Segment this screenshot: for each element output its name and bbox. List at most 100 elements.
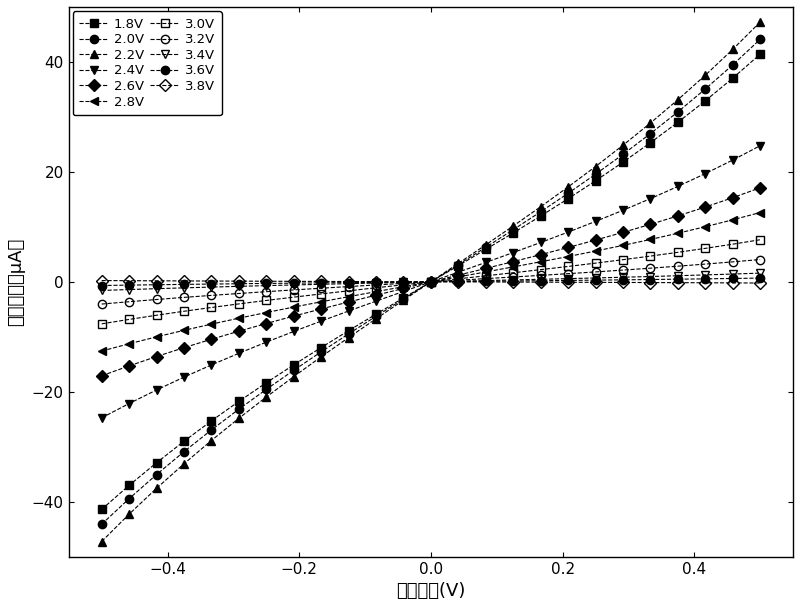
3.6V <box>206 280 216 288</box>
2.0V <box>316 348 326 356</box>
3.6V <box>481 277 490 285</box>
2.2V <box>673 96 682 103</box>
2.6V <box>618 229 628 236</box>
3.0V <box>97 320 106 328</box>
3.8V <box>755 279 765 287</box>
2.8V <box>316 298 326 305</box>
2.6V <box>234 328 244 335</box>
3.2V <box>673 263 682 270</box>
Line: 2.6V: 2.6V <box>98 184 764 380</box>
3.8V <box>398 278 408 285</box>
1.8V <box>426 278 436 285</box>
2.8V <box>481 268 490 276</box>
2.6V <box>179 344 189 351</box>
3.2V <box>316 285 326 292</box>
1.8V <box>755 50 765 58</box>
3.4V <box>398 279 408 286</box>
Line: 3.2V: 3.2V <box>98 256 764 308</box>
2.8V <box>398 283 408 290</box>
2.0V <box>206 426 216 433</box>
2.6V <box>509 258 518 265</box>
2.4V <box>590 218 600 225</box>
1.8V <box>673 119 682 126</box>
3.0V <box>673 249 682 256</box>
3.2V <box>289 287 298 294</box>
3.8V <box>673 279 682 287</box>
2.0V <box>289 367 298 374</box>
2.0V <box>536 208 546 215</box>
2.8V <box>755 209 765 216</box>
3.2V <box>124 298 134 305</box>
2.8V <box>728 216 738 223</box>
Line: 2.2V: 2.2V <box>98 18 764 546</box>
3.4V <box>509 276 518 283</box>
1.8V <box>728 75 738 82</box>
2.2V <box>179 460 189 467</box>
3.8V <box>262 277 271 285</box>
2.8V <box>563 253 573 260</box>
2.2V <box>289 373 298 380</box>
2.8V <box>344 293 354 300</box>
2.0V <box>234 405 244 413</box>
3.8V <box>701 279 710 287</box>
3.4V <box>97 287 106 294</box>
3.6V <box>701 275 710 282</box>
1.8V <box>289 361 298 368</box>
3.6V <box>618 276 628 283</box>
3.8V <box>179 277 189 285</box>
1.8V <box>152 459 162 466</box>
3.6V <box>97 282 106 289</box>
3.2V <box>152 296 162 303</box>
1.8V <box>454 262 463 270</box>
2.4V <box>97 414 106 421</box>
3.0V <box>481 272 490 279</box>
2.4V <box>728 157 738 164</box>
2.2V <box>563 183 573 191</box>
2.6V <box>316 305 326 313</box>
2.8V <box>289 304 298 311</box>
1.8V <box>398 294 408 302</box>
3.0V <box>289 294 298 301</box>
2.2V <box>755 18 765 25</box>
2.6V <box>97 372 106 379</box>
2.2V <box>398 297 408 304</box>
3.4V <box>673 272 682 279</box>
3.2V <box>590 268 600 276</box>
2.0V <box>590 171 600 178</box>
2.0V <box>152 471 162 478</box>
3.6V <box>536 277 546 284</box>
1.8V <box>590 177 600 185</box>
2.8V <box>206 320 216 328</box>
2.0V <box>673 108 682 115</box>
2.0V <box>755 36 765 43</box>
2.6V <box>398 285 408 292</box>
2.2V <box>454 260 463 267</box>
2.0V <box>701 86 710 93</box>
1.8V <box>701 97 710 104</box>
3.8V <box>728 279 738 287</box>
2.6V <box>371 291 381 299</box>
2.4V <box>124 400 134 407</box>
3.4V <box>371 279 381 287</box>
3.0V <box>454 275 463 282</box>
3.8V <box>590 279 600 286</box>
2.2V <box>426 278 436 285</box>
1.8V <box>646 139 655 146</box>
3.2V <box>509 273 518 280</box>
2.6V <box>426 278 436 285</box>
3.8V <box>316 278 326 285</box>
2.2V <box>701 72 710 79</box>
3.2V <box>454 277 463 284</box>
3.4V <box>701 271 710 279</box>
3.4V <box>590 274 600 282</box>
X-axis label: 源漏电压(V): 源漏电压(V) <box>396 582 466 600</box>
2.0V <box>426 278 436 285</box>
2.8V <box>673 229 682 237</box>
2.2V <box>590 163 600 170</box>
3.2V <box>426 278 436 285</box>
2.4V <box>179 373 189 381</box>
2.0V <box>124 495 134 503</box>
3.4V <box>536 276 546 283</box>
2.4V <box>618 206 628 214</box>
3.6V <box>152 281 162 288</box>
